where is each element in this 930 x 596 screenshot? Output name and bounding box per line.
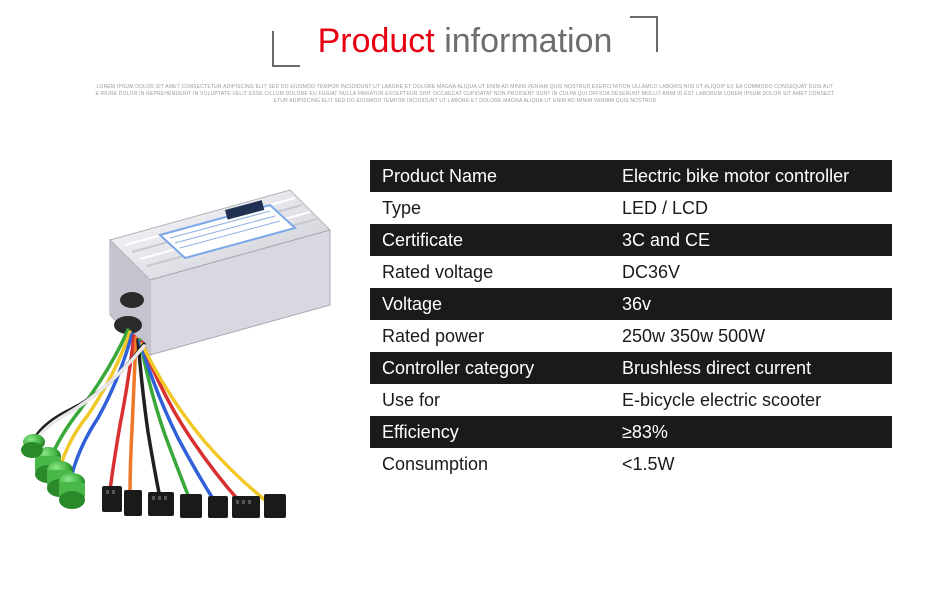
spec-label: Rated voltage [370, 262, 618, 283]
content-area: Product NameElectric bike motor controll… [0, 160, 930, 540]
spec-value: DC36V [618, 262, 892, 283]
spec-row: Consumption<1.5W [370, 448, 892, 480]
spec-value: ≥83% [618, 422, 892, 443]
spec-row: Rated power250w 350w 500W [370, 320, 892, 352]
product-image [10, 160, 370, 540]
page-title: Product information [318, 22, 613, 61]
bracket-left-icon [272, 31, 300, 67]
spec-row: Product NameElectric bike motor controll… [370, 160, 892, 192]
bracket-right-icon [630, 16, 658, 52]
spec-label: Rated power [370, 326, 618, 347]
spec-value: Brushless direct current [618, 358, 892, 379]
spec-row: Voltage36v [370, 288, 892, 320]
spec-label: Voltage [370, 294, 618, 315]
spec-label: Product Name [370, 166, 618, 187]
spec-label: Consumption [370, 454, 618, 475]
spec-label: Efficiency [370, 422, 618, 443]
spec-table: Product NameElectric bike motor controll… [370, 160, 892, 540]
spec-label: Use for [370, 390, 618, 411]
spec-value: 36v [618, 294, 892, 315]
spec-value: Electric bike motor controller [618, 166, 892, 187]
spec-value: E-bicycle electric scooter [618, 390, 892, 411]
spec-value: 3C and CE [618, 230, 892, 251]
spec-row: Use forE-bicycle electric scooter [370, 384, 892, 416]
header: Product information LOREM IPSUM DOLOR SI… [0, 0, 930, 105]
spec-value: 250w 350w 500W [618, 326, 892, 347]
title-wrap: Product information [272, 22, 659, 61]
spec-row: Controller categoryBrushless direct curr… [370, 352, 892, 384]
title-red: Product [318, 22, 435, 60]
fineprint-text: LOREM IPSUM DOLOR SIT AMET CONSECTETUR A… [95, 84, 835, 105]
spec-label: Controller category [370, 358, 618, 379]
spec-row: Rated voltageDC36V [370, 256, 892, 288]
spec-value: <1.5W [618, 454, 892, 475]
spec-row: TypeLED / LCD [370, 192, 892, 224]
spec-label: Type [370, 198, 618, 219]
spec-label: Certificate [370, 230, 618, 251]
spec-row: Certificate3C and CE [370, 224, 892, 256]
title-gray: information [435, 22, 613, 60]
spec-row: Efficiency≥83% [370, 416, 892, 448]
spec-value: LED / LCD [618, 198, 892, 219]
